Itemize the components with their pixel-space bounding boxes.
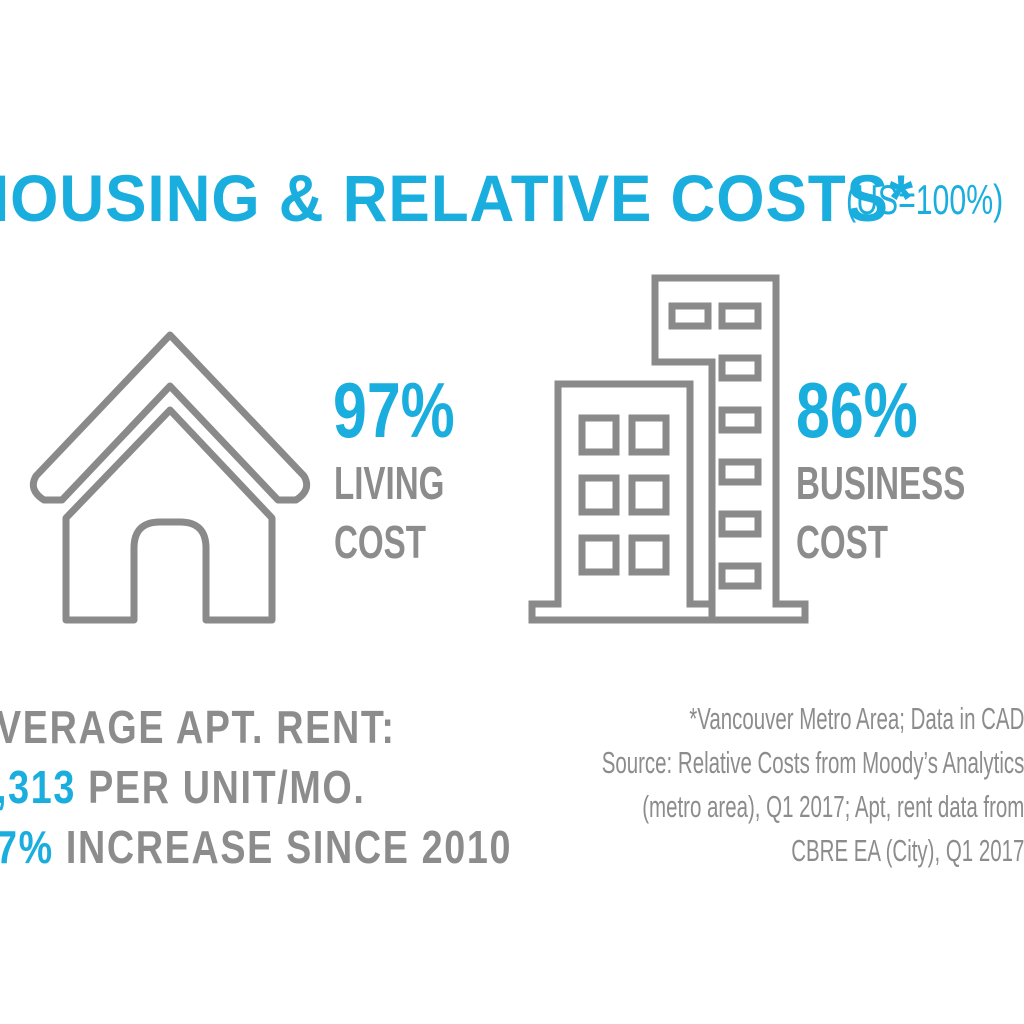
living-cost-percent: 97% <box>333 366 455 454</box>
living-cost-label-line2: COST <box>334 516 427 568</box>
rent-amount: ,313 <box>0 761 76 813</box>
rent-per-unit-text: PER UNIT/MO. <box>75 761 366 813</box>
rent-increase: 7% INCREASE SINCE 2010 <box>0 820 512 874</box>
rent-per-unit: ,313 PER UNIT/MO. <box>0 760 366 814</box>
living-cost-label-line1: LIVING <box>334 457 445 509</box>
rent-increase-text: INCREASE SINCE 2010 <box>53 821 513 873</box>
business-cost-label-line2: COST <box>796 516 889 568</box>
footnote-line1: *Vancouver Metro Area; Data in CAD <box>688 701 1024 736</box>
rent-increase-percent: 7% <box>0 821 54 873</box>
house-icon <box>29 331 311 624</box>
business-cost-label: BUSINESS COST <box>796 454 965 572</box>
footnote-line3: (metro area), Q1 2017; Apt, rent data fr… <box>641 789 1024 824</box>
footnote-line4: CBRE EA (City), Q1 2017 <box>790 833 1024 868</box>
footnote-line2: Source: Relative Costs from Moody’s Anal… <box>601 745 1024 780</box>
business-cost-percent: 86% <box>796 366 918 454</box>
business-cost-label-line1: BUSINESS <box>796 457 966 509</box>
page-subtitle: (US=100%) <box>846 176 1004 223</box>
page-title: IOUSING & RELATIVE COSTS* <box>0 161 915 235</box>
living-cost-label: LIVING COST <box>334 454 444 572</box>
source-footnote: *Vancouver Metro Area; Data in CAD Sourc… <box>601 697 1024 873</box>
rent-heading: VERAGE APT. RENT: <box>0 701 396 753</box>
office-buildings-icon <box>528 274 809 624</box>
